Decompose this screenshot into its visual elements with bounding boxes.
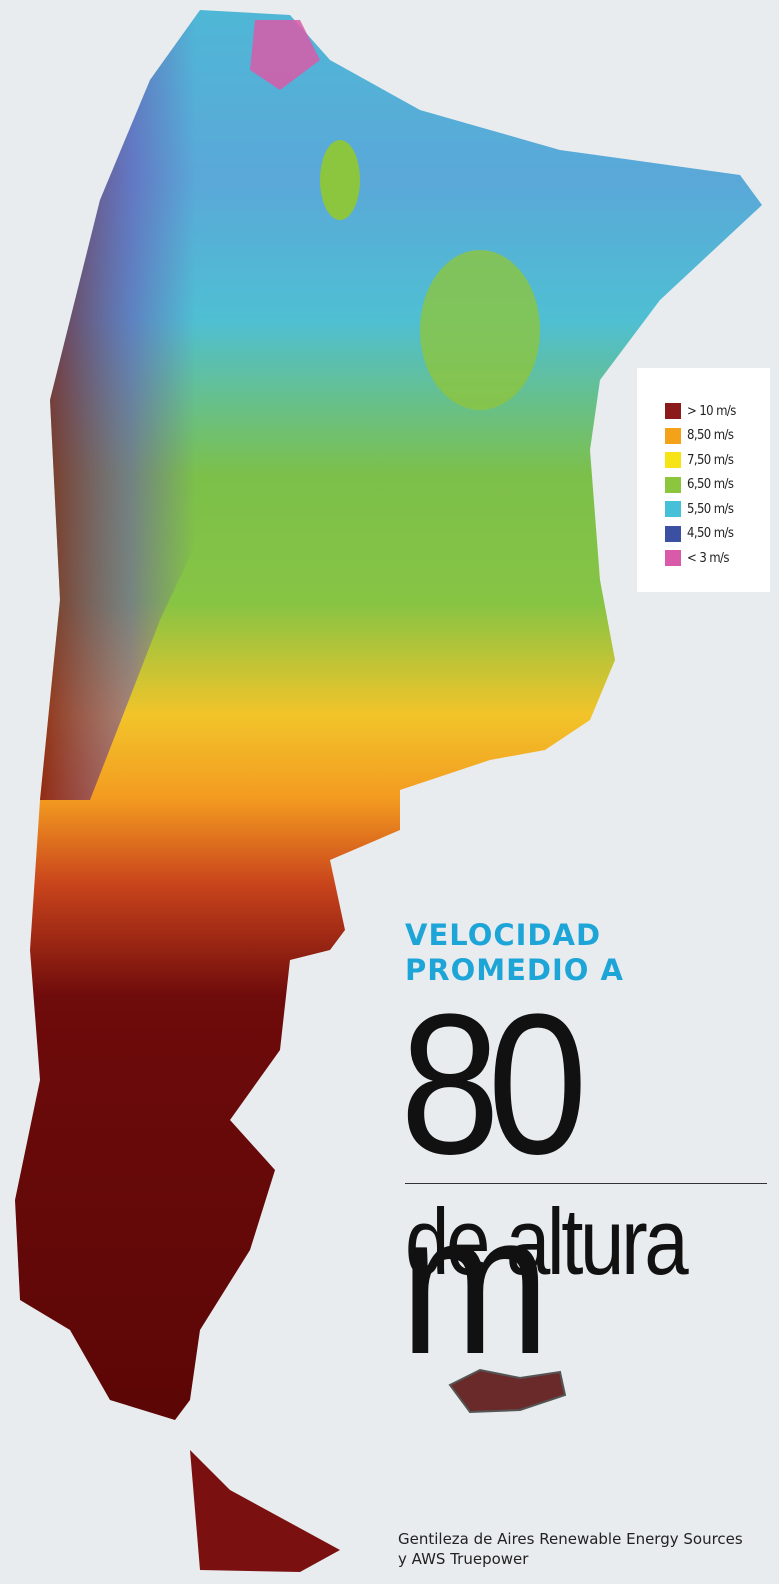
credit: Gentileza de Aires Renewable Energy Sour… (398, 1530, 743, 1548)
legend-swatch (665, 452, 681, 468)
headline-value: 80 m (400, 985, 741, 1385)
legend-item: 7,50 m/s (665, 450, 733, 470)
legend: > 10 m/s 8,50 m/s 7,50 m/s 6,50 m/s 5,50 m/s… (637, 368, 770, 592)
legend-label: > 10 m/s (687, 404, 736, 419)
rule (405, 1183, 767, 1184)
credit: y AWS Truepower (398, 1550, 528, 1568)
legend-swatch (665, 428, 681, 444)
legend-swatch (665, 526, 681, 542)
headline-suffix: de altura (405, 1195, 685, 1289)
legend-item: > 10 m/s (665, 401, 736, 421)
legend-item: 6,50 m/s (665, 475, 733, 495)
legend-label: 6,50 m/s (687, 477, 733, 492)
legend-label: 7,50 m/s (687, 453, 733, 468)
tierra-del-fuego (190, 1450, 340, 1572)
legend-swatch (665, 550, 681, 566)
legend-item: < 3 m/s (665, 548, 729, 568)
legend-item: 5,50 m/s (665, 499, 733, 519)
legend-label: 8,50 m/s (687, 428, 733, 443)
legend-swatch (665, 403, 681, 419)
legend-item: 4,50 m/s (665, 524, 733, 544)
legend-swatch (665, 477, 681, 493)
legend-label: 4,50 m/s (687, 526, 733, 541)
legend-label: < 3 m/s (687, 551, 729, 566)
kicker: VELOCIDAD (405, 918, 601, 952)
page: > 10 m/s 8,50 m/s 7,50 m/s 6,50 m/s 5,50 m/s… (0, 0, 779, 1584)
legend-item: 8,50 m/s (665, 426, 733, 446)
legend-label: 5,50 m/s (687, 502, 733, 517)
legend-swatch (665, 501, 681, 517)
